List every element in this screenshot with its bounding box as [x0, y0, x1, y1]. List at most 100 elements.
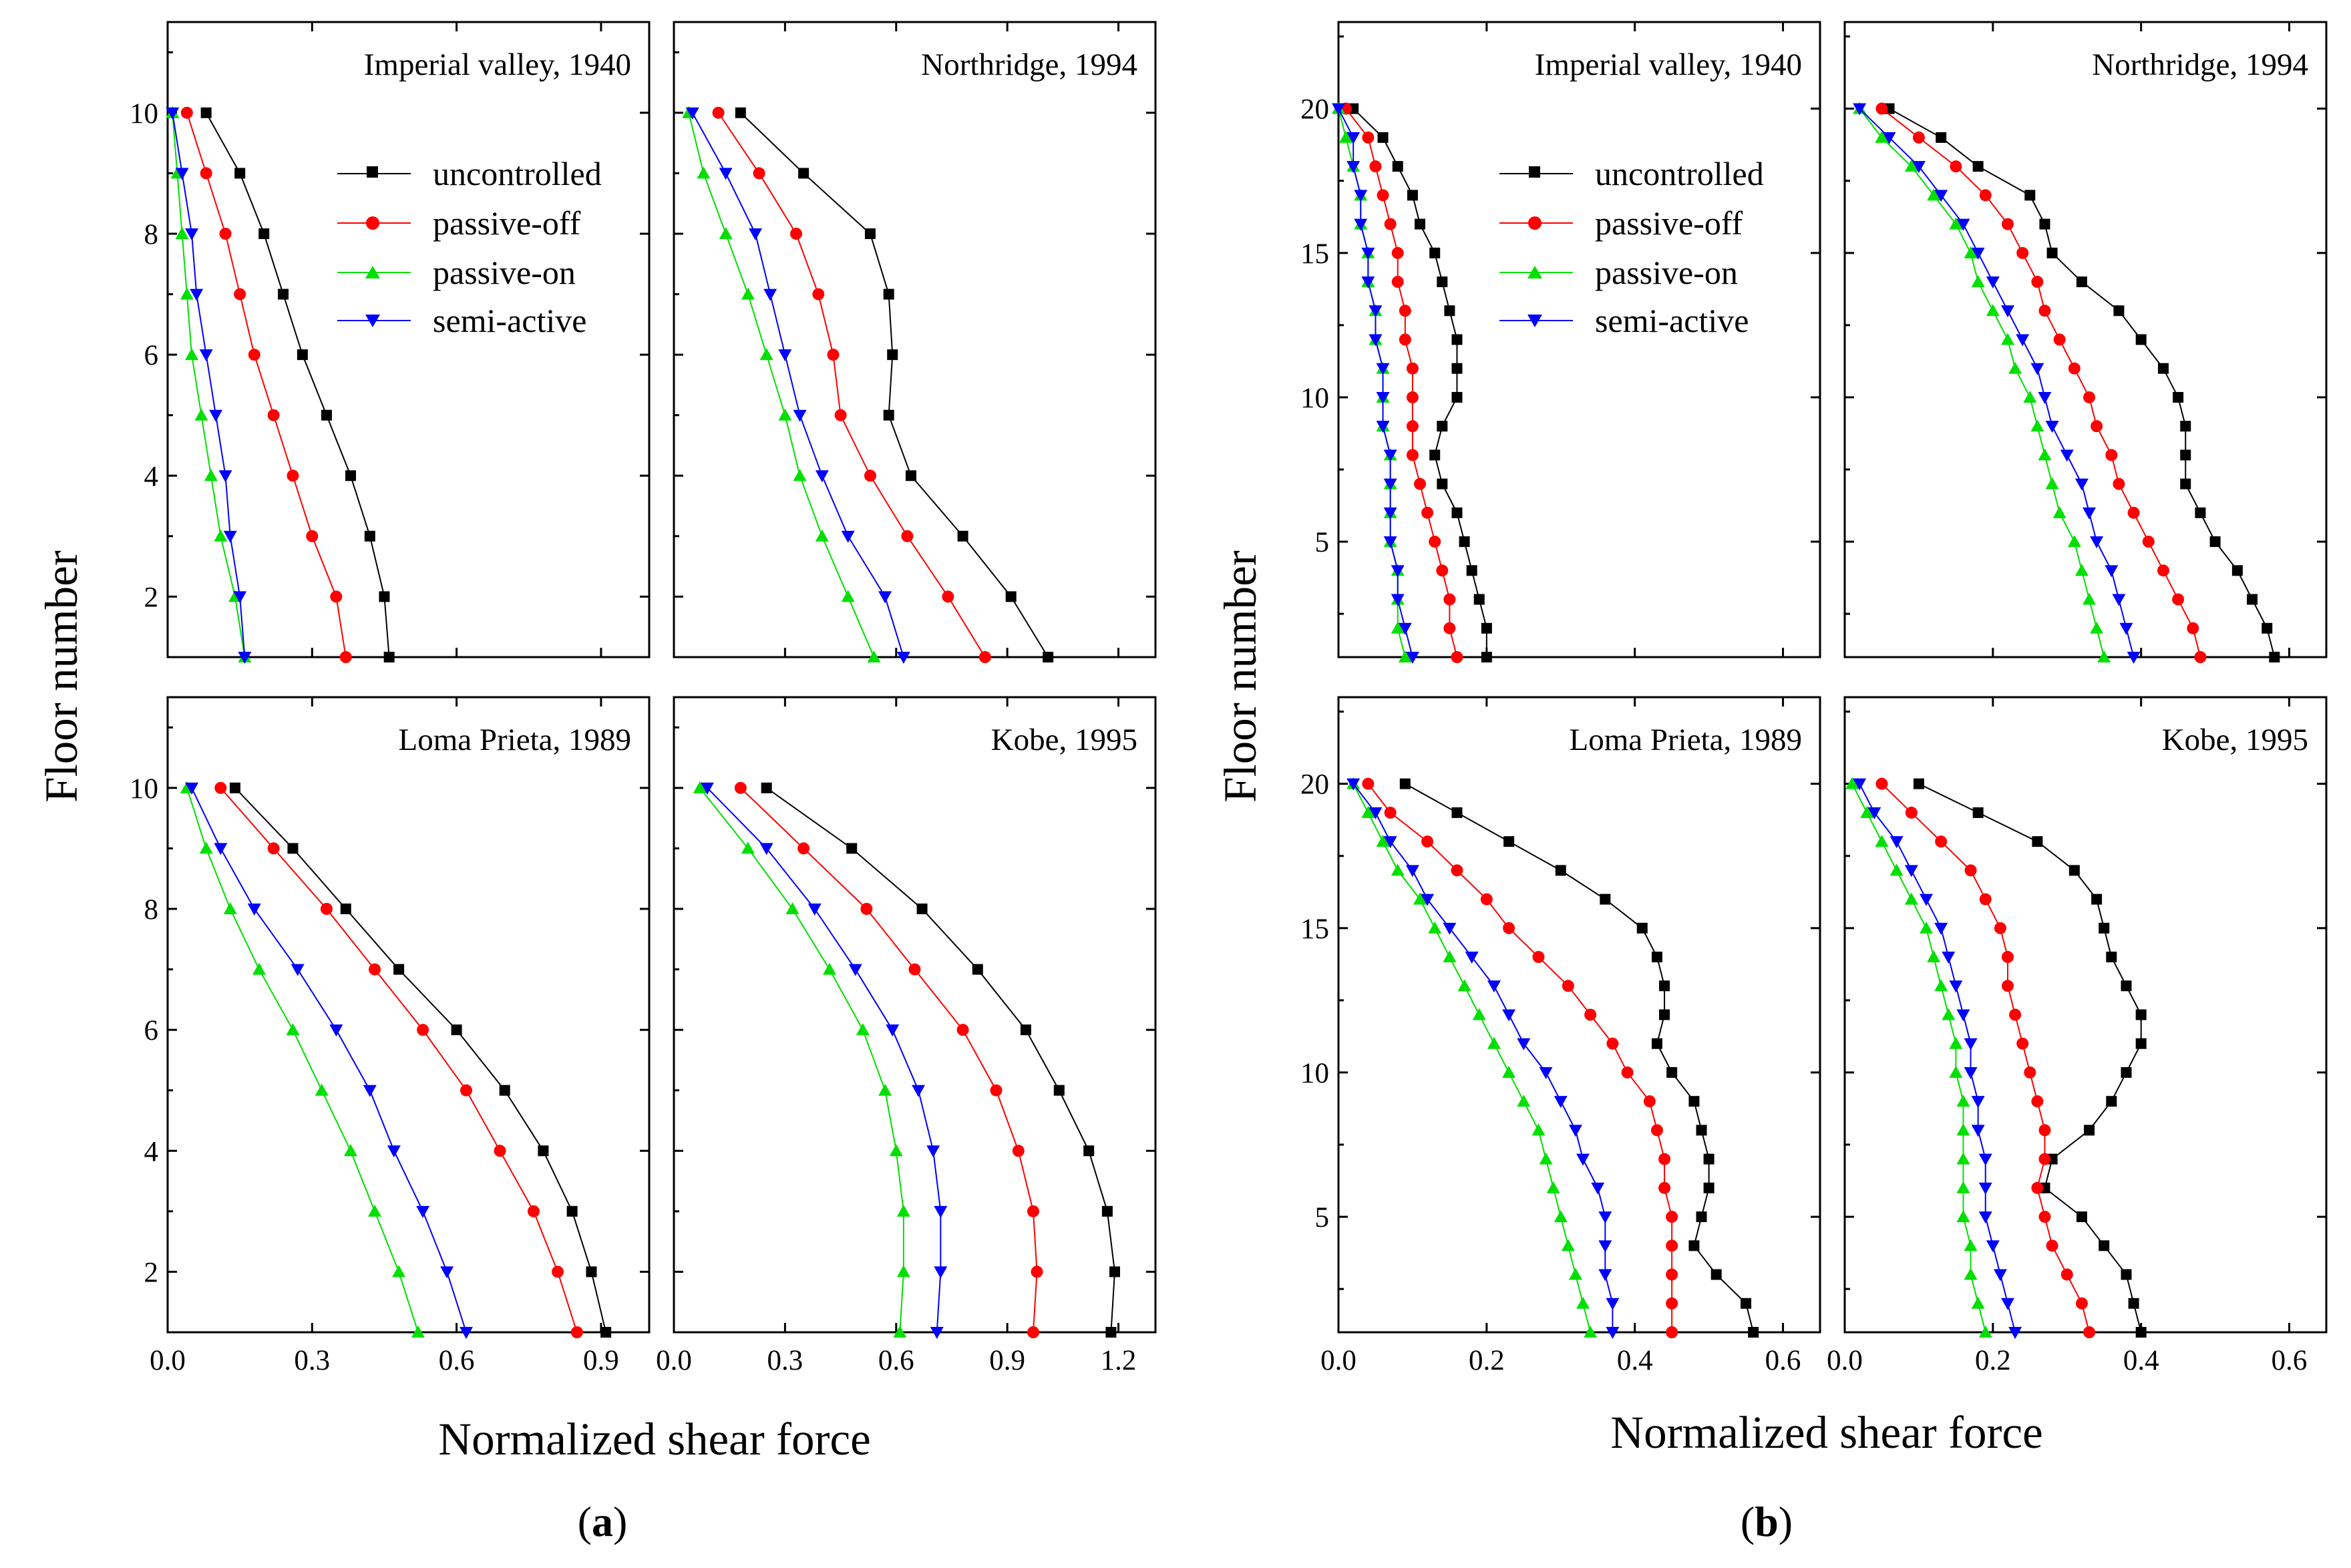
point-passive-off	[369, 963, 381, 976]
point-passive-on	[2097, 650, 2111, 662]
x-tick-label: 0.6	[878, 1345, 914, 1376]
point-uncontrolled	[1481, 622, 1492, 634]
frames	[166, 21, 2328, 1334]
legend-label-uncontrolled: uncontrolled	[1595, 155, 1764, 192]
point-uncontrolled	[1437, 276, 1448, 288]
point-semi-active	[1934, 922, 1948, 935]
point-passive-off	[1451, 651, 1463, 663]
panel-title-b-imperial: Imperial valley, 1940	[1535, 47, 1802, 82]
point-passive-off	[494, 1145, 506, 1157]
y-tick-label: 20	[1300, 769, 1329, 801]
point-semi-active	[2016, 334, 2030, 347]
panel-b-7: 0.0 0.2 0.4 0.6	[1827, 697, 2326, 1376]
point-uncontrolled	[1101, 1205, 1113, 1217]
point-semi-active	[1539, 1066, 1553, 1079]
series-line-passive-on	[172, 112, 246, 658]
point-passive-off	[2091, 420, 2103, 433]
point-passive-off	[2187, 622, 2199, 634]
point-passive-on	[1904, 160, 1918, 172]
point-uncontrolled	[1555, 865, 1566, 876]
point-semi-active	[2045, 421, 2059, 433]
y-tick-label: 8	[144, 894, 159, 926]
point-passive-off	[2002, 218, 2014, 230]
point-semi-active	[387, 1145, 401, 1158]
point-passive-off	[234, 288, 246, 301]
point-passive-on	[223, 902, 237, 914]
point-passive-on	[2090, 621, 2104, 634]
y-tick-label: 10	[1300, 383, 1329, 414]
point-passive-off	[1443, 622, 1456, 634]
x-tick-label: 0.6	[1765, 1345, 1801, 1376]
point-semi-active	[1904, 865, 1918, 877]
point-semi-active	[1383, 536, 1397, 549]
point-passive-off	[1436, 564, 1449, 577]
point-uncontrolled	[1696, 1211, 1707, 1223]
point-passive-on	[194, 408, 208, 421]
point-uncontrolled	[1659, 1009, 1670, 1020]
point-passive-on	[896, 1265, 910, 1278]
point-semi-active	[1978, 1182, 1992, 1195]
point-semi-active	[329, 1024, 343, 1037]
point-semi-active	[185, 782, 199, 795]
point-passive-off	[417, 1024, 429, 1036]
point-passive-on	[1964, 246, 1978, 258]
point-passive-off	[1406, 420, 1419, 433]
point-semi-active	[1598, 1240, 1612, 1253]
point-uncontrolled	[1451, 507, 1463, 518]
x-tick-label: 0.4	[2123, 1345, 2159, 1376]
point-uncontrolled	[1392, 161, 1403, 172]
point-passive-on	[180, 287, 194, 300]
point-passive-on	[1956, 1152, 1970, 1165]
point-passive-on	[741, 287, 755, 300]
legend-marker-uncontrolled	[1529, 166, 1540, 178]
point-passive-off	[1012, 1145, 1025, 1157]
point-passive-off	[1875, 777, 1888, 790]
point-semi-active	[1346, 161, 1361, 174]
point-passive-off	[527, 1205, 540, 1217]
point-semi-active	[223, 530, 237, 543]
point-semi-active	[1405, 652, 1419, 664]
point-semi-active	[1889, 836, 1904, 849]
point-passive-off	[1421, 835, 1434, 848]
point-uncontrolled	[287, 843, 299, 854]
point-uncontrolled	[1481, 652, 1492, 662]
point-semi-active	[934, 1205, 948, 1218]
point-semi-active	[1882, 132, 1896, 144]
point-uncontrolled	[2135, 1038, 2147, 1049]
point-uncontrolled	[1005, 591, 1017, 602]
legend-marker-passive-on	[1527, 266, 1542, 278]
point-uncontrolled	[1466, 565, 1477, 576]
point-semi-active	[218, 470, 232, 483]
point-passive-on	[889, 1144, 903, 1157]
point-passive-on	[1531, 1123, 1546, 1136]
point-semi-active	[841, 530, 855, 543]
point-uncontrolled	[1659, 980, 1670, 992]
point-passive-off	[552, 1265, 564, 1278]
point-passive-off	[1666, 1297, 1678, 1310]
point-uncontrolled	[538, 1145, 549, 1157]
point-uncontrolled	[1109, 1266, 1120, 1278]
point-passive-on	[175, 227, 189, 239]
point-passive-on	[1964, 1239, 1978, 1251]
point-passive-off	[1429, 536, 1441, 548]
point-uncontrolled	[2076, 276, 2087, 288]
point-uncontrolled	[1437, 421, 1448, 432]
point-uncontrolled	[278, 288, 289, 300]
point-passive-on	[693, 781, 707, 793]
point-semi-active	[1502, 1009, 1516, 1022]
series-line-uncontrolled	[234, 787, 607, 1333]
point-passive-on	[2074, 564, 2089, 576]
point-semi-active	[1361, 247, 1375, 260]
point-passive-on	[411, 1326, 425, 1338]
point-semi-active	[214, 843, 228, 855]
point-uncontrolled	[2173, 391, 2184, 403]
point-passive-off	[1875, 102, 1888, 115]
x-tick-label: 0.3	[767, 1345, 803, 1376]
point-uncontrolled	[258, 228, 270, 239]
point-uncontrolled	[1936, 132, 1947, 143]
series-line-semi-active	[1859, 108, 2135, 658]
point-uncontrolled	[2084, 1125, 2095, 1136]
point-semi-active	[2001, 305, 2015, 318]
point-passive-on	[1949, 1065, 1963, 1078]
